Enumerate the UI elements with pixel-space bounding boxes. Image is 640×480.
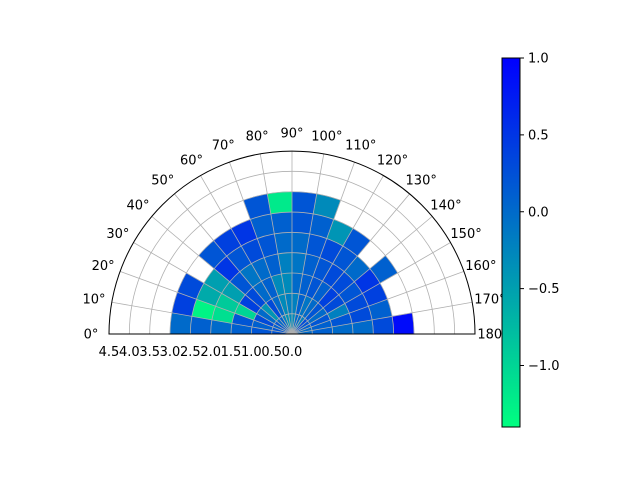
r-tick-label: 3.0 xyxy=(160,345,181,360)
r-tick-label: 0.5 xyxy=(261,345,282,360)
polar-grid xyxy=(111,151,473,335)
colorbar-tick-label: 0.5 xyxy=(528,128,549,143)
theta-grid-line xyxy=(291,193,410,335)
theta-tick-label: 0° xyxy=(84,328,99,343)
r-tick-label: 4.0 xyxy=(119,345,140,360)
theta-tick-label: 170° xyxy=(474,293,505,308)
theta-grid-line xyxy=(259,153,293,335)
theta-grid-line xyxy=(291,175,384,335)
theta-grid-line xyxy=(291,301,473,335)
theta-tick-label: 130° xyxy=(406,174,437,189)
r-tick-labels: 4.5 4.0 3.5 3.0 2.5 2.0 1.5 1.0 0.5 0.0 xyxy=(99,345,303,360)
colorbar-tick-label: 1.0 xyxy=(528,52,549,67)
theta-grid-line xyxy=(200,175,293,335)
theta-tick-label: 20° xyxy=(92,259,115,274)
theta-grid-line xyxy=(291,161,355,335)
theta-tick-label: 160° xyxy=(465,259,496,274)
theta-tick-labels: 0° 10° 20° 30° 40°50° 60° 70° 80° 90° 100°110°120… xyxy=(83,127,509,343)
colorbar: 1.0 0.5 0.0 −0.5 −1.0 xyxy=(501,52,560,428)
theta-tick-label: 150° xyxy=(450,227,481,242)
theta-tick-label: 60° xyxy=(180,153,203,168)
theta-grid-line xyxy=(111,301,293,335)
theta-grid-line xyxy=(133,242,293,335)
theta-tick-label: 80° xyxy=(246,130,269,145)
colorbar-gradient xyxy=(501,57,521,428)
r-tick-label: 0.0 xyxy=(282,345,303,360)
r-tick-label: 4.5 xyxy=(99,345,120,360)
colorbar-tick-label: −1.0 xyxy=(528,359,560,374)
theta-grid-line xyxy=(291,271,465,335)
theta-tick-label: 180° xyxy=(477,328,508,343)
theta-tick-label: 40° xyxy=(127,198,150,213)
theta-tick-label: 100° xyxy=(311,130,342,145)
theta-grid-line xyxy=(119,271,293,335)
colorbar-tick-label: −0.5 xyxy=(528,282,560,297)
theta-grid-line xyxy=(229,161,293,335)
theta-tick-label: 140° xyxy=(430,198,461,213)
heatmap-cell xyxy=(267,191,293,215)
theta-tick-label: 110° xyxy=(345,139,376,154)
r-tick-label: 3.5 xyxy=(139,345,160,360)
polar-outline xyxy=(108,150,476,335)
theta-tick-label: 30° xyxy=(106,227,129,242)
polar-frame xyxy=(108,150,476,335)
heatmap-cell xyxy=(291,191,317,215)
theta-tick-label: 90° xyxy=(280,127,303,142)
colorbar-ticks: 1.0 0.5 0.0 −0.5 −1.0 xyxy=(520,52,560,374)
theta-tick-label: 120° xyxy=(377,153,408,168)
r-tick-label: 2.5 xyxy=(180,345,201,360)
r-tick-label: 1.5 xyxy=(221,345,242,360)
theta-grid-line xyxy=(291,153,325,335)
theta-tick-label: 70° xyxy=(212,139,235,154)
theta-grid-line xyxy=(151,216,293,335)
r-tick-label: 2.0 xyxy=(200,345,221,360)
theta-tick-label: 50° xyxy=(151,174,174,189)
theta-tick-label: 10° xyxy=(83,293,106,308)
theta-grid-line xyxy=(174,193,293,335)
colorbar-tick-label: 0.0 xyxy=(528,205,549,220)
theta-grid-line xyxy=(291,242,451,335)
theta-grid-line xyxy=(291,216,433,335)
r-tick-label: 1.0 xyxy=(241,345,262,360)
